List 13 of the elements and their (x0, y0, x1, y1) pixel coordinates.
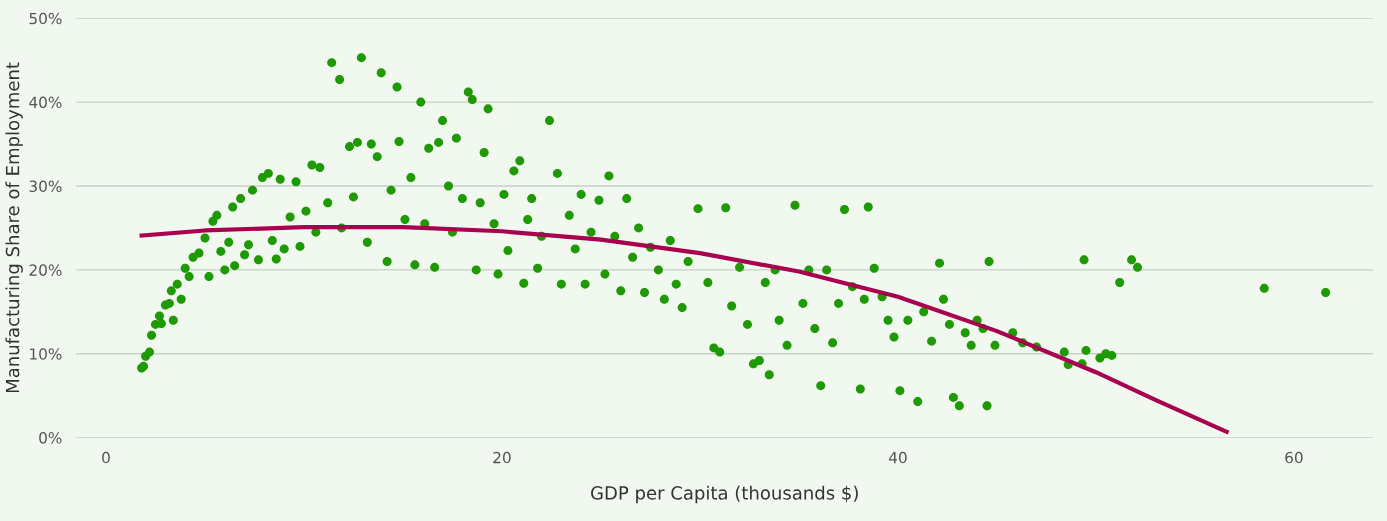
x-tick-label: 20 (493, 451, 511, 464)
y-tick-label: 20% (29, 264, 62, 276)
y-tick-label: 10% (30, 348, 62, 360)
y-axis-title: Manufacturing Share of Employment (5, 62, 23, 393)
y-tick-label: 0% (39, 432, 62, 444)
y-tick-label: 30% (29, 180, 62, 193)
x-tick-label: 60 (1285, 451, 1303, 464)
y-tick-label: 50% (29, 12, 62, 25)
x-tick-label: 40 (888, 451, 907, 464)
x-tick-label: 0 (102, 451, 110, 464)
line-series (139, 225, 1229, 434)
x-axis-title: GDP per Capita (thousands $) (591, 485, 858, 504)
y-tick-label: 40% (29, 96, 62, 109)
